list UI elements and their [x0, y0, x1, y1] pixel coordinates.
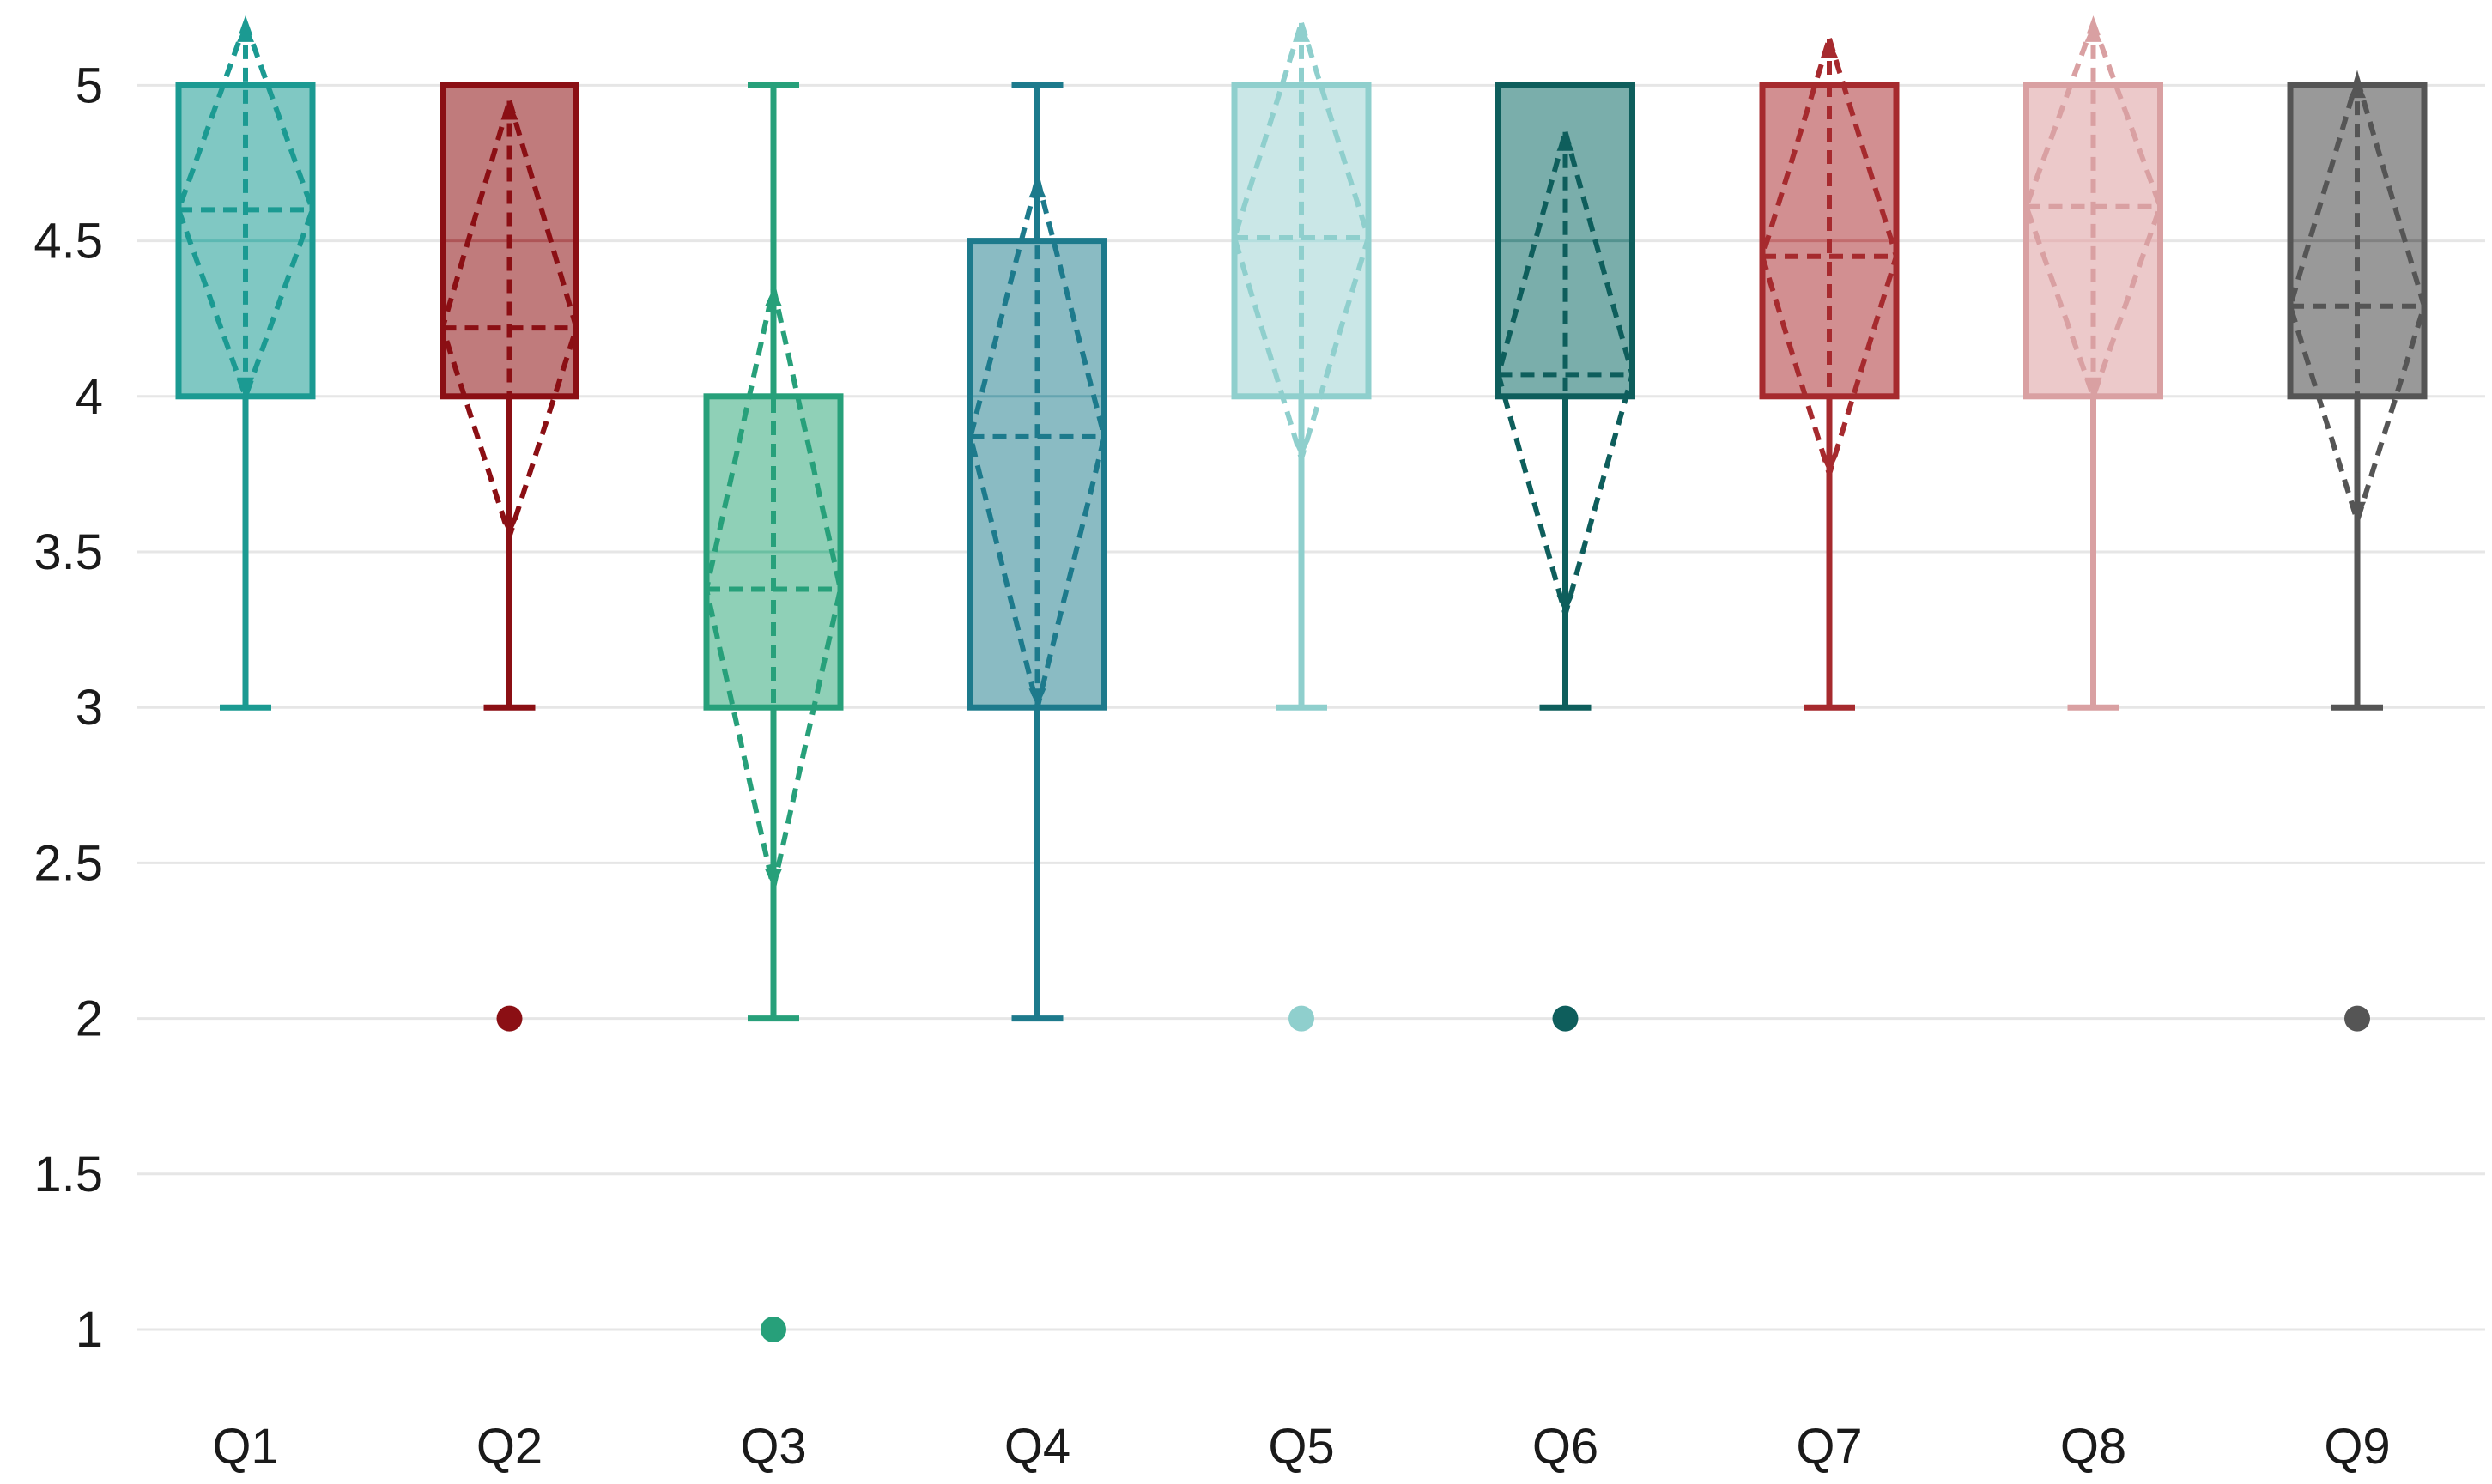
box-q5 — [1231, 14, 1372, 1032]
box-q8 — [2023, 15, 2163, 711]
outlier-point — [1552, 1005, 1579, 1032]
x-tick-label: Q7 — [1796, 1419, 1862, 1475]
y-tick-label: 1.5 — [33, 1147, 103, 1202]
box-q4 — [967, 82, 1107, 1022]
sd-arrow-upper — [1293, 22, 1310, 42]
outlier-point — [2344, 1005, 2370, 1032]
x-tick-label: Q5 — [1268, 1419, 1334, 1475]
sd-arrow-lower — [1028, 688, 1046, 708]
y-tick-label: 1 — [76, 1302, 103, 1358]
x-tick-label: Q4 — [1004, 1419, 1070, 1475]
box-q3 — [703, 82, 844, 1342]
box-q9 — [2287, 70, 2428, 1032]
y-tick-label: 2.5 — [33, 835, 103, 891]
sd-arrow-lower — [1821, 455, 1838, 475]
x-tick-label: Q2 — [476, 1419, 543, 1475]
y-tick-label: 3 — [76, 680, 103, 736]
sd-arrow-lower — [237, 377, 254, 397]
x-tick-label: Q9 — [2324, 1419, 2390, 1475]
x-tick-label: Q3 — [740, 1419, 806, 1475]
x-tick-label: Q1 — [212, 1419, 278, 1475]
box-q2 — [440, 82, 579, 1032]
sd-arrow-upper — [765, 287, 782, 306]
y-tick-label: 4.5 — [33, 214, 103, 270]
sd-arrow-lower — [2349, 501, 2366, 521]
outlier-point — [496, 1005, 523, 1032]
mean-sd-diamond — [2287, 70, 2428, 530]
outlier-point — [1288, 1005, 1314, 1032]
sd-arrow-lower — [1293, 439, 1310, 459]
x-tick-label: Q6 — [1532, 1419, 1598, 1475]
sd-arrow-upper — [1821, 39, 1838, 58]
x-tick-label: Q8 — [2060, 1419, 2126, 1475]
y-tick-label: 4 — [76, 369, 103, 425]
box-series — [175, 14, 2428, 1342]
sd-arrow-lower — [500, 517, 518, 536]
box-q1 — [175, 15, 316, 711]
box-q6 — [1495, 82, 1635, 1032]
outlier-point — [761, 1317, 786, 1342]
sd-arrow-upper — [2084, 22, 2102, 42]
sd-arrow-upper — [237, 22, 254, 42]
sd-arrow-lower — [765, 869, 782, 888]
sd-arrow-upper — [500, 100, 518, 120]
y-tick-label: 5 — [76, 58, 103, 113]
box-q7 — [1759, 29, 1900, 711]
sd-arrow-upper — [2349, 79, 2366, 99]
sd-arrow-upper — [1556, 131, 1574, 151]
y-axis-tick-labels: 1 1.5 2 2.5 3 3.5 4 4.5 5 — [33, 58, 103, 1358]
sd-arrow-upper — [1028, 179, 1046, 198]
sd-arrow-lower — [2084, 377, 2102, 397]
sd-arrow-lower — [1556, 595, 1574, 615]
y-tick-label: 2 — [76, 991, 103, 1047]
x-axis-tick-labels: Q1 Q2 Q3 Q4 Q5 Q6 Q7 Q8 Q9 — [212, 1419, 2390, 1475]
y-tick-label: 3.5 — [33, 524, 103, 580]
